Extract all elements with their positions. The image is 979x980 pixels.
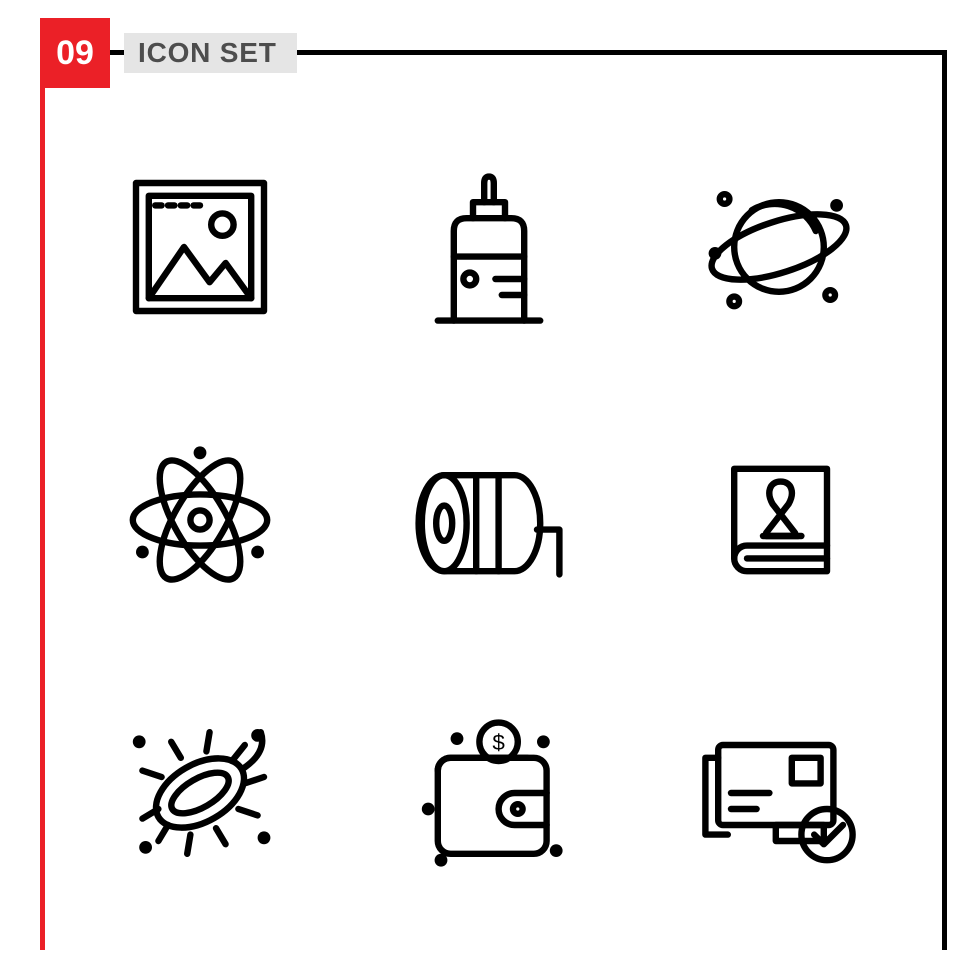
icon-grid: $ — [90, 140, 889, 900]
wallet-money-icon: $ — [380, 687, 600, 900]
frame-right-rule — [942, 50, 947, 950]
page-title: ICON SET — [124, 33, 297, 73]
count-badge: 09 — [40, 18, 110, 88]
paper-roll-icon — [380, 413, 600, 626]
planet-saturn-icon — [669, 140, 889, 353]
photo-image-icon — [90, 140, 310, 353]
dropper-bottle-icon — [380, 140, 600, 353]
atom-icon — [90, 413, 310, 626]
svg-text:$: $ — [493, 730, 506, 755]
card-verified-icon — [669, 687, 889, 900]
page-title-text: ICON SET — [138, 37, 277, 69]
ribbon-book-icon — [669, 413, 889, 626]
bacteria-icon — [90, 687, 310, 900]
count-badge-text: 09 — [56, 34, 94, 73]
frame-left-accent — [40, 50, 45, 950]
